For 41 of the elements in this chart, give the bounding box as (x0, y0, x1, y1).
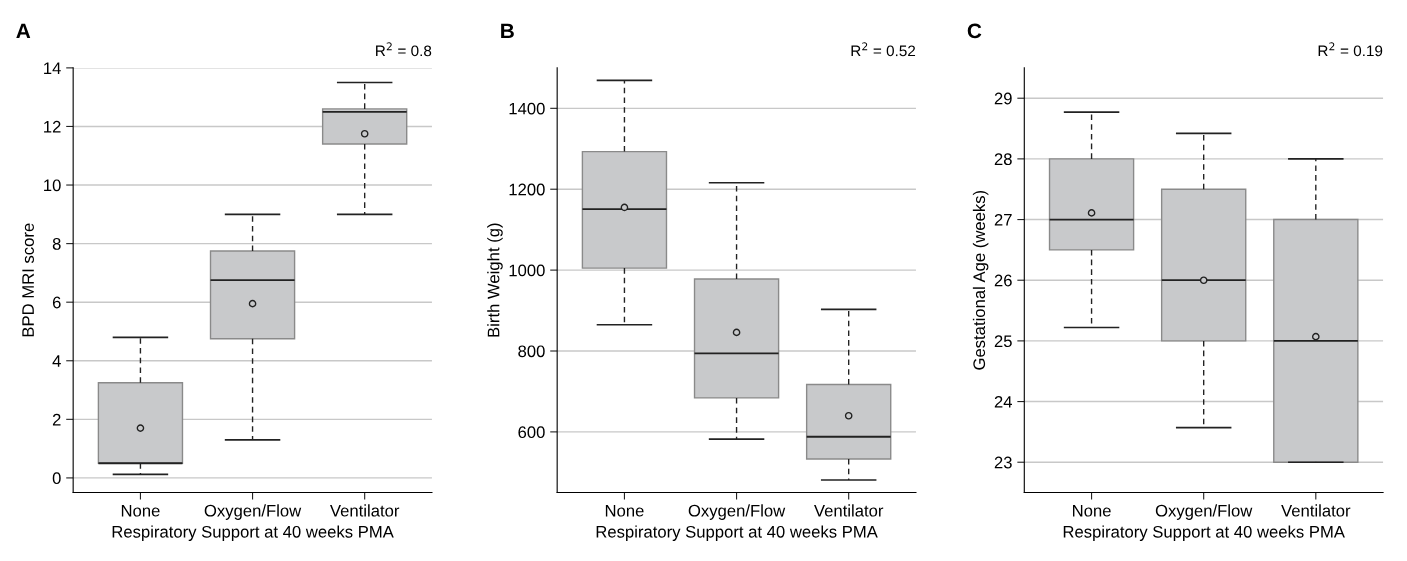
x-tick-label: Oxygen/Flow (1155, 504, 1253, 520)
text: R$^{2}$ = 0.52 (851, 42, 916, 57)
y-tick-label: 14 (44, 62, 61, 74)
x-tick-label: None (605, 504, 644, 517)
y-axis-title: Birth Weight (g) (487, 223, 503, 337)
chart-title: C (967, 23, 982, 39)
y-tick-label: 0 (52, 472, 61, 485)
x-axis-title: Respiratory Support at 40 weeks PMA (112, 525, 394, 541)
x-tick-label: Oxygen/Flow (204, 504, 302, 520)
text: R$^{2}$ = 0.19 (1318, 42, 1383, 57)
chart-title: A (16, 23, 31, 39)
y-tick-label: 2 (52, 413, 61, 426)
y-tick-label: 23 (994, 456, 1012, 469)
y-tick-label: 1200 (509, 183, 545, 196)
y-axis-title: Gestational Age (weeks) (972, 190, 989, 370)
x-tick-label: Ventilator (814, 504, 884, 517)
y-tick-label: 800 (518, 345, 545, 358)
x-axis-title: Respiratory Support at 40 weeks PMA (1063, 525, 1345, 541)
y-tick-label: 28 (994, 153, 1012, 166)
y-tick-label: 29 (994, 92, 1012, 105)
x-tick-label: None (1073, 504, 1111, 517)
x-tick-label: None (121, 504, 160, 517)
y-tick-label: 26 (994, 274, 1012, 287)
text: R$^{2}$ = 0.8 (376, 42, 432, 57)
y-axis-title: BPD MRI score (22, 223, 34, 337)
x-tick-label: Ventilator (330, 504, 400, 517)
x-axis-title: Respiratory Support at 40 weeks PMA (596, 525, 878, 541)
y-tick-label: 27 (994, 213, 1012, 226)
y-tick-label: 24 (994, 395, 1012, 408)
y-tick-label: 25 (994, 335, 1012, 348)
y-tick-label: 6 (52, 296, 61, 309)
y-tick-label: 12 (44, 120, 61, 133)
x-tick-label: Oxygen/Flow (688, 504, 786, 520)
y-tick-label: 600 (518, 426, 545, 439)
chart-title: B (501, 23, 514, 39)
y-tick-label: 1400 (509, 102, 545, 115)
y-tick-label: 8 (52, 238, 61, 250)
y-tick-label: 10 (44, 179, 61, 192)
y-tick-label: 1000 (509, 264, 545, 277)
x-tick-label: Ventilator (1281, 504, 1351, 517)
y-tick-label: 4 (52, 355, 61, 367)
